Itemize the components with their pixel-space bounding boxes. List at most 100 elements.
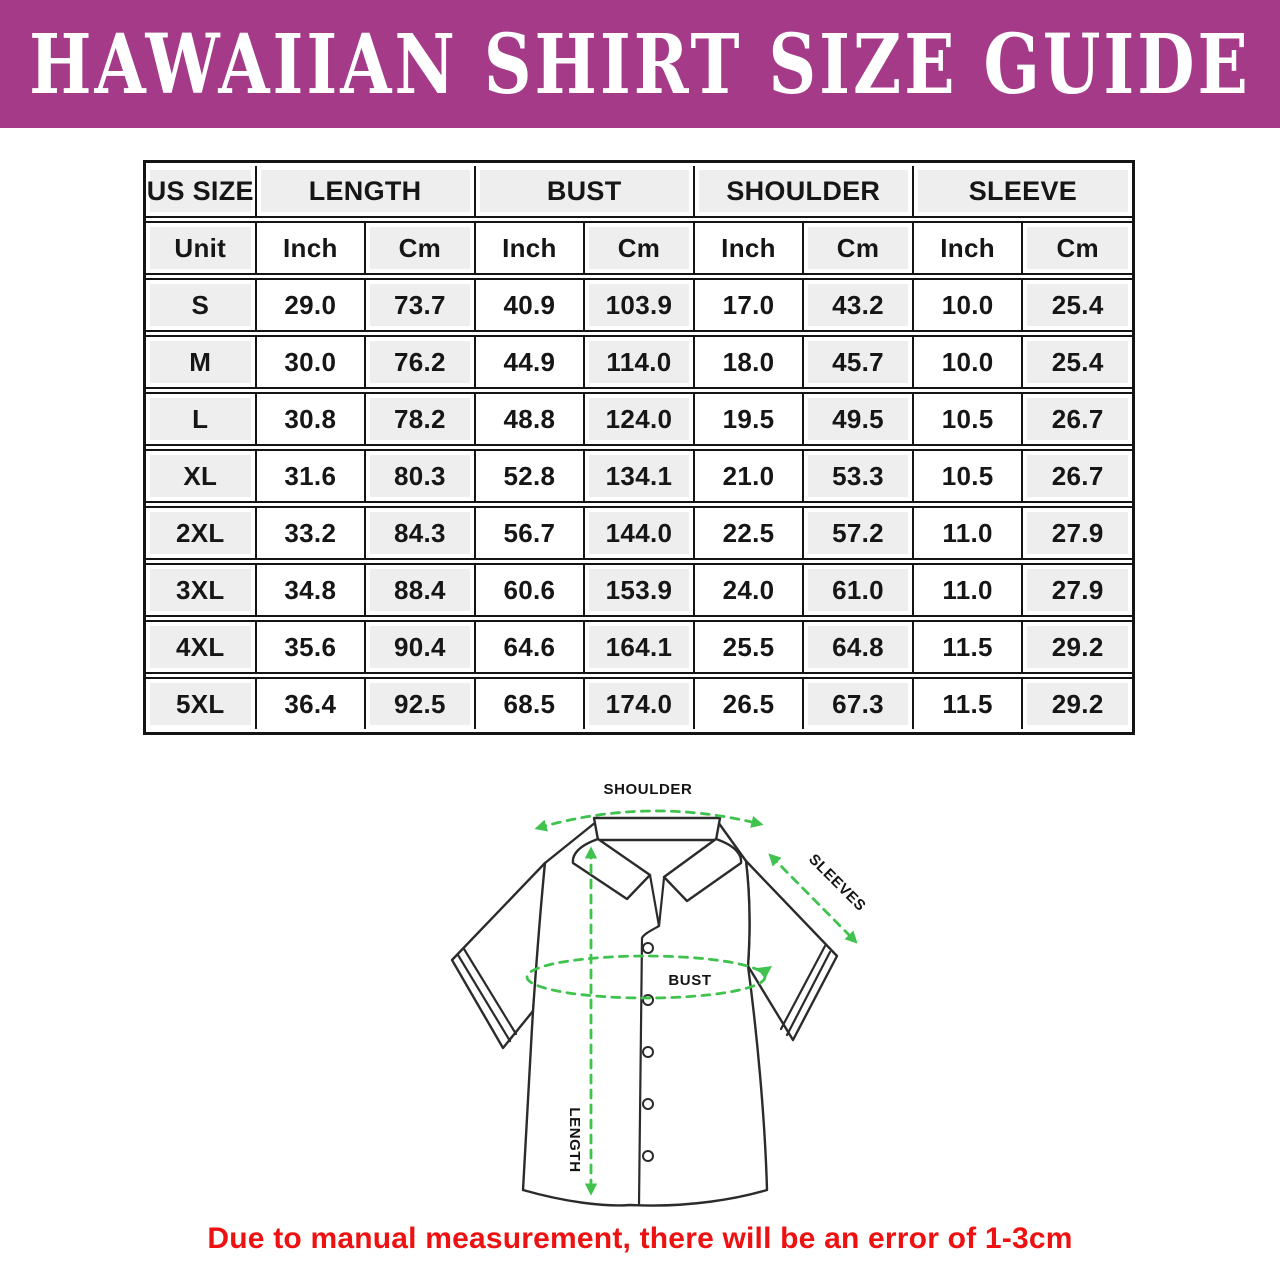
value-cell: 10.5 xyxy=(912,449,1023,503)
column-group-sleeve: SLEEVE xyxy=(912,166,1132,218)
value-cell: 90.4 xyxy=(365,620,475,674)
value-cell: 134.1 xyxy=(584,449,694,503)
table-unit-row: Unit Inch Cm Inch Cm Inch Cm Inch Cm xyxy=(146,221,1132,275)
value-cell: 22.5 xyxy=(693,506,804,560)
table-row: XL 31.6 80.3 52.8 134.1 21.0 53.3 10.5 26.7 xyxy=(146,449,1132,503)
shirt-measurement-diagram: SHOULDER SLEEVES BUST LENGTH xyxy=(430,778,890,1228)
value-cell: 17.0 xyxy=(693,278,804,332)
value-cell: 67.3 xyxy=(803,677,913,729)
value-cell: 29.2 xyxy=(1022,677,1132,729)
value-cell: 27.9 xyxy=(1022,563,1132,617)
value-cell: 27.9 xyxy=(1022,506,1132,560)
value-cell: 33.2 xyxy=(255,506,366,560)
value-cell: 56.7 xyxy=(474,506,585,560)
value-cell: 52.8 xyxy=(474,449,585,503)
value-cell: 26.7 xyxy=(1022,392,1132,446)
unit-cell: Inch xyxy=(255,221,366,275)
size-cell: L xyxy=(146,392,256,446)
value-cell: 30.8 xyxy=(255,392,366,446)
size-guide-table: US SIZE LENGTH BUST SHOULDER SLEEVE Unit… xyxy=(143,160,1135,735)
value-cell: 34.8 xyxy=(255,563,366,617)
measurement-arrows xyxy=(525,809,858,1196)
value-cell: 49.5 xyxy=(803,392,913,446)
value-cell: 25.4 xyxy=(1022,278,1132,332)
size-cell: 4XL xyxy=(146,620,256,674)
value-cell: 29.0 xyxy=(255,278,366,332)
column-group-shoulder: SHOULDER xyxy=(693,166,913,218)
unit-cell: Cm xyxy=(1022,221,1132,275)
table-row: 2XL 33.2 84.3 56.7 144.0 22.5 57.2 11.0 27.9 xyxy=(146,506,1132,560)
value-cell: 11.5 xyxy=(912,677,1023,729)
shoulder-label: SHOULDER xyxy=(604,781,693,798)
size-cell: 5XL xyxy=(146,677,256,729)
value-cell: 64.6 xyxy=(474,620,585,674)
value-cell: 144.0 xyxy=(584,506,694,560)
value-cell: 30.0 xyxy=(255,335,366,389)
table-row: M 30.0 76.2 44.9 114.0 18.0 45.7 10.0 25.4 xyxy=(146,335,1132,389)
value-cell: 19.5 xyxy=(693,392,804,446)
value-cell: 84.3 xyxy=(365,506,475,560)
value-cell: 10.5 xyxy=(912,392,1023,446)
shoulder-arrow xyxy=(534,809,764,832)
value-cell: 48.8 xyxy=(474,392,585,446)
value-cell: 40.9 xyxy=(474,278,585,332)
bust-arrowhead xyxy=(757,966,772,979)
value-cell: 153.9 xyxy=(584,563,694,617)
value-cell: 57.2 xyxy=(803,506,913,560)
value-cell: 68.5 xyxy=(474,677,585,729)
shirt-diagram-svg: SHOULDER SLEEVES BUST LENGTH xyxy=(450,779,871,1207)
value-cell: 11.0 xyxy=(912,506,1023,560)
unit-cell: Cm xyxy=(803,221,913,275)
page-title: HAWAIIAN SHIRT SIZE GUIDE xyxy=(29,15,1251,113)
value-cell: 64.8 xyxy=(803,620,913,674)
size-cell: M xyxy=(146,335,256,389)
sleeves-label: SLEEVES xyxy=(805,851,869,915)
length-label: LENGTH xyxy=(566,1107,583,1172)
value-cell: 35.6 xyxy=(255,620,366,674)
unit-cell: Inch xyxy=(693,221,804,275)
measurement-error-note: Due to manual measurement, there will be… xyxy=(207,1222,1073,1255)
value-cell: 92.5 xyxy=(365,677,475,729)
table-row: 3XL 34.8 88.4 60.6 153.9 24.0 61.0 11.0 27.9 xyxy=(146,563,1132,617)
size-cell: S xyxy=(146,278,256,332)
unit-cell: Inch xyxy=(474,221,585,275)
value-cell: 44.9 xyxy=(474,335,585,389)
value-cell: 174.0 xyxy=(584,677,694,729)
bust-label: BUST xyxy=(668,972,711,989)
shirt-buttons xyxy=(642,942,654,1162)
value-cell: 11.5 xyxy=(912,620,1023,674)
value-cell: 73.7 xyxy=(365,278,475,332)
column-group-us-size: US SIZE xyxy=(146,166,256,218)
value-cell: 10.0 xyxy=(912,278,1023,332)
size-cell: XL xyxy=(146,449,256,503)
shirt-outline xyxy=(450,816,839,1207)
value-cell: 60.6 xyxy=(474,563,585,617)
value-cell: 164.1 xyxy=(584,620,694,674)
value-cell: 53.3 xyxy=(803,449,913,503)
value-cell: 80.3 xyxy=(365,449,475,503)
value-cell: 76.2 xyxy=(365,335,475,389)
table-row: 5XL 36.4 92.5 68.5 174.0 26.5 67.3 11.5 29.2 xyxy=(146,677,1132,729)
value-cell: 10.0 xyxy=(912,335,1023,389)
unit-cell: Inch xyxy=(912,221,1023,275)
value-cell: 36.4 xyxy=(255,677,366,729)
table-row: L 30.8 78.2 48.8 124.0 19.5 49.5 10.5 26.7 xyxy=(146,392,1132,446)
value-cell: 114.0 xyxy=(584,335,694,389)
value-cell: 103.9 xyxy=(584,278,694,332)
value-cell: 29.2 xyxy=(1022,620,1132,674)
value-cell: 88.4 xyxy=(365,563,475,617)
value-cell: 43.2 xyxy=(803,278,913,332)
value-cell: 24.0 xyxy=(693,563,804,617)
value-cell: 21.0 xyxy=(693,449,804,503)
table-row: S 29.0 73.7 40.9 103.9 17.0 43.2 10.0 25.4 xyxy=(146,278,1132,332)
title-banner: HAWAIIAN SHIRT SIZE GUIDE xyxy=(0,0,1280,128)
table-group-header-row: US SIZE LENGTH BUST SHOULDER SLEEVE xyxy=(146,166,1132,218)
value-cell: 18.0 xyxy=(693,335,804,389)
value-cell: 11.0 xyxy=(912,563,1023,617)
sleeves-arrow xyxy=(768,853,858,944)
column-group-length: LENGTH xyxy=(255,166,475,218)
value-cell: 26.7 xyxy=(1022,449,1132,503)
value-cell: 124.0 xyxy=(584,392,694,446)
size-cell: 2XL xyxy=(146,506,256,560)
value-cell: 26.5 xyxy=(693,677,804,729)
